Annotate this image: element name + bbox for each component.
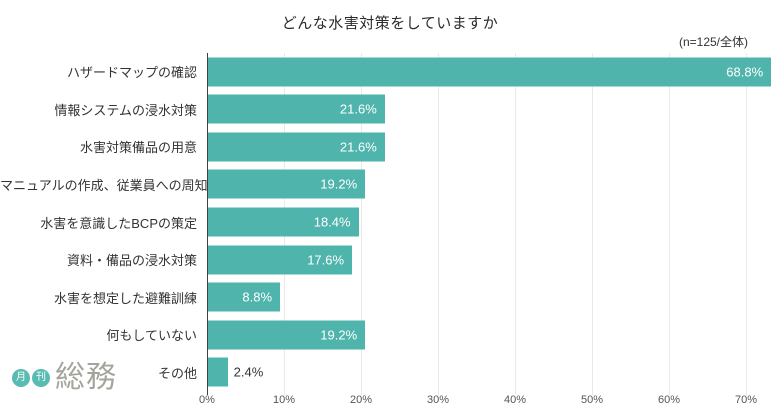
gridline (592, 53, 593, 395)
chart-title: どんな水害対策をしていますか (281, 15, 499, 32)
gridline (669, 53, 670, 395)
bar-value-label: 19.2% (320, 176, 358, 192)
bar: 18.4% (208, 207, 359, 237)
category-label: マニュアルの作成、従業員への周知 (0, 177, 208, 193)
bar-row: 水害を想定した避難訓練 8.8% (0, 278, 780, 316)
category-label: 何もしていない (106, 328, 197, 344)
category-label: 資料・備品の浸水対策 (66, 253, 197, 269)
bar-value-label: 19.2% (320, 327, 358, 343)
category-label: 水害を意識したBCPの策定 (40, 215, 197, 231)
bar-track: 17.6% (207, 241, 780, 279)
bar: 21.6% (208, 132, 385, 162)
bar: 19.2% (208, 320, 366, 350)
bar-row: ハザードマップの確認 68.8% (0, 53, 780, 91)
x-tick-label: 40% (503, 394, 527, 406)
bar-row: 水害を意識したBCPの策定 18.4% (0, 203, 780, 241)
x-tick-label: 0% (199, 394, 215, 406)
bar-track: 21.6% (207, 91, 780, 129)
bar-track: 8.8% (207, 278, 780, 316)
x-tick-label: 30% (426, 394, 450, 406)
gridline (746, 53, 747, 395)
category-label: ハザードマップの確認 (66, 65, 197, 81)
x-tick-label: 20% (349, 394, 373, 406)
bar-value-label: 8.8% (242, 289, 273, 305)
bar-rows: ハザードマップの確認 68.8% 情報システムの浸水対策 21.6% 水害対策備品の用意… (0, 53, 780, 391)
category-label: 水害対策備品の用意 (79, 140, 197, 156)
bar-row: マニュアルの作成、従業員への周知 19.2% (0, 166, 780, 204)
bar-track: 19.2% (207, 316, 780, 354)
gridline (515, 53, 516, 395)
gridline (438, 53, 439, 395)
bar-value-label: 21.6% (339, 101, 377, 117)
bar-value-label: 21.6% (339, 139, 377, 155)
bar-row: 何もしていない 19.2% (0, 316, 780, 354)
bar: 21.6% (208, 94, 385, 124)
bar-row: 資料・備品の浸水対策 17.6% (0, 241, 780, 279)
logo-circle-kan: 刊 (32, 369, 50, 387)
bar: 19.2% (208, 169, 366, 199)
bar-value-label: 17.6% (307, 252, 345, 268)
bar: 17.6% (208, 245, 353, 275)
x-axis: 0% 10% 20% 30% 40% 50% 60% 70% (199, 394, 757, 410)
sample-size-label: (n=125/全体) (678, 35, 748, 49)
x-tick-label: 10% (272, 394, 296, 406)
bar: 8.8% (208, 282, 281, 312)
bar-value-label: 2.4% (233, 364, 264, 380)
gekkan-soumu-logo: 月 刊 総務 (12, 363, 117, 393)
x-tick-label: 50% (580, 394, 604, 406)
x-tick-label: 60% (657, 394, 681, 406)
category-label: 水害を想定した避難訓練 (53, 290, 197, 306)
bar-track: 19.2% (207, 166, 780, 204)
bar: 68.8% (208, 57, 772, 87)
bar: 2.4% (208, 357, 263, 387)
bar-track: 18.4% (207, 203, 780, 241)
bar-track: 2.4% (207, 354, 780, 392)
gridline (361, 53, 362, 395)
logo-text: 総務 (55, 361, 117, 394)
y-axis-line (207, 53, 208, 395)
bar-track: 21.6% (207, 128, 780, 166)
bar-row: その他 2.4% (0, 354, 780, 392)
bar-row: 水害対策備品の用意 21.6% (0, 128, 780, 166)
logo-circle-getsu: 月 (12, 369, 30, 387)
category-label: 情報システムの浸水対策 (54, 102, 197, 118)
bar-value-label: 68.8% (726, 64, 764, 80)
category-label: その他 (157, 365, 197, 381)
bar-track: 68.8% (207, 53, 780, 91)
plot-area: ハザードマップの確認 68.8% 情報システムの浸水対策 21.6% 水害対策備品の用意… (0, 53, 780, 395)
bar-value-label: 18.4% (313, 214, 351, 230)
bar-row: 情報システムの浸水対策 21.6% (0, 91, 780, 129)
x-tick-label: 70% (734, 394, 758, 406)
